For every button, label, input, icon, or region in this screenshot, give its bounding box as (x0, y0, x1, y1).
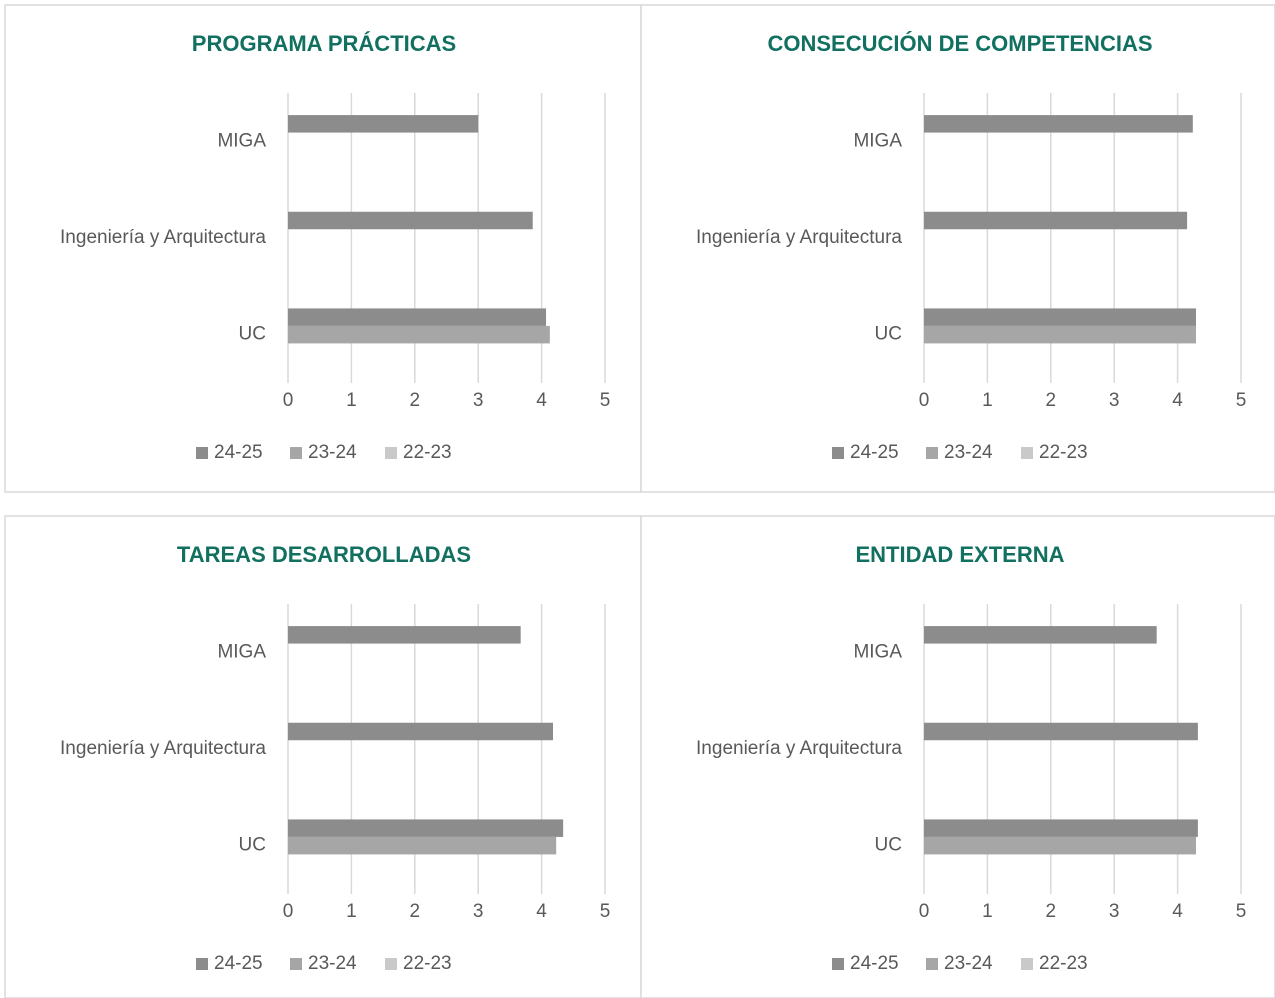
bar (288, 308, 547, 326)
bar (288, 211, 533, 230)
legend-swatch (1021, 447, 1033, 459)
bar (924, 325, 1196, 344)
legend-label: 22-23 (1039, 442, 1088, 463)
legend-swatch (1021, 958, 1033, 970)
legend-swatch (290, 447, 302, 459)
bar (924, 819, 1198, 837)
bar (288, 626, 521, 644)
y-tick-label: Ingeniería y Arquitectura (696, 227, 902, 248)
x-tick-label: 2 (1046, 901, 1057, 922)
legend-swatch (196, 447, 208, 459)
chart-title: TAREAS DESARROLLADAS (177, 542, 471, 567)
legend-label: 23-24 (308, 442, 357, 463)
bar (924, 836, 1196, 855)
legend-label: 23-24 (308, 953, 357, 974)
legend-swatch (385, 447, 397, 459)
y-tick-label: Ingeniería y Arquitectura (60, 738, 266, 759)
x-tick-label: 4 (1172, 390, 1183, 411)
legend-swatch (926, 447, 938, 459)
legend-swatch (832, 447, 844, 459)
y-tick-label: Ingeniería y Arquitectura (60, 227, 266, 248)
chart-title: PROGRAMA PRÁCTICAS (192, 31, 456, 56)
legend-swatch (926, 958, 938, 970)
bar (288, 722, 554, 741)
bar (924, 626, 1157, 644)
x-tick-label: 3 (1109, 390, 1120, 411)
x-tick-label: 5 (1236, 901, 1247, 922)
legend-label: 24-25 (214, 442, 263, 463)
legend-swatch (290, 958, 302, 970)
legend-label: 22-23 (403, 442, 452, 463)
legend-label: 22-23 (1039, 953, 1088, 974)
legend-swatch (385, 958, 397, 970)
x-tick-label: 0 (283, 901, 294, 922)
x-tick-label: 2 (410, 901, 421, 922)
legend-swatch (196, 958, 208, 970)
legend-label: 22-23 (403, 953, 452, 974)
x-tick-label: 3 (1109, 901, 1120, 922)
y-tick-label: MIGA (217, 130, 266, 151)
bar (288, 819, 564, 837)
y-tick-label: MIGA (853, 641, 902, 662)
x-tick-label: 3 (473, 390, 484, 411)
chart-panel (640, 4, 1275, 493)
y-tick-label: Ingeniería y Arquitectura (696, 738, 902, 759)
x-tick-label: 1 (982, 390, 993, 411)
y-tick-label: UC (239, 324, 266, 345)
chart-panel (640, 515, 1275, 998)
y-tick-label: UC (239, 835, 266, 856)
chart-panel (4, 4, 642, 493)
x-tick-label: 4 (536, 390, 547, 411)
x-tick-label: 2 (1046, 390, 1057, 411)
x-tick-label: 3 (473, 901, 484, 922)
x-tick-label: 2 (410, 390, 421, 411)
y-tick-label: MIGA (853, 130, 902, 151)
legend-label: 23-24 (944, 953, 993, 974)
bar (924, 211, 1188, 230)
bar (288, 836, 557, 855)
y-tick-label: MIGA (217, 641, 266, 662)
y-tick-label: UC (875, 324, 902, 345)
bar (924, 722, 1198, 741)
legend-label: 24-25 (850, 953, 899, 974)
x-tick-label: 5 (600, 390, 611, 411)
x-tick-label: 0 (919, 390, 930, 411)
chart-title: ENTIDAD EXTERNA (855, 542, 1064, 567)
x-tick-label: 1 (346, 390, 357, 411)
legend-label: 23-24 (944, 442, 993, 463)
x-tick-label: 4 (536, 901, 547, 922)
legend-label: 24-25 (850, 442, 899, 463)
bar (924, 115, 1193, 133)
x-tick-label: 0 (283, 390, 294, 411)
legend-label: 24-25 (214, 953, 263, 974)
x-tick-label: 5 (1236, 390, 1247, 411)
bar (288, 325, 550, 344)
bar (924, 308, 1196, 326)
y-tick-label: UC (875, 835, 902, 856)
x-tick-label: 5 (600, 901, 611, 922)
bar (288, 115, 479, 133)
x-tick-label: 0 (919, 901, 930, 922)
chart-title: CONSECUCIÓN DE COMPETENCIAS (767, 31, 1152, 56)
chart-panel (4, 515, 642, 998)
x-tick-label: 1 (346, 901, 357, 922)
x-tick-label: 4 (1172, 901, 1183, 922)
legend-swatch (832, 958, 844, 970)
x-tick-label: 1 (982, 901, 993, 922)
